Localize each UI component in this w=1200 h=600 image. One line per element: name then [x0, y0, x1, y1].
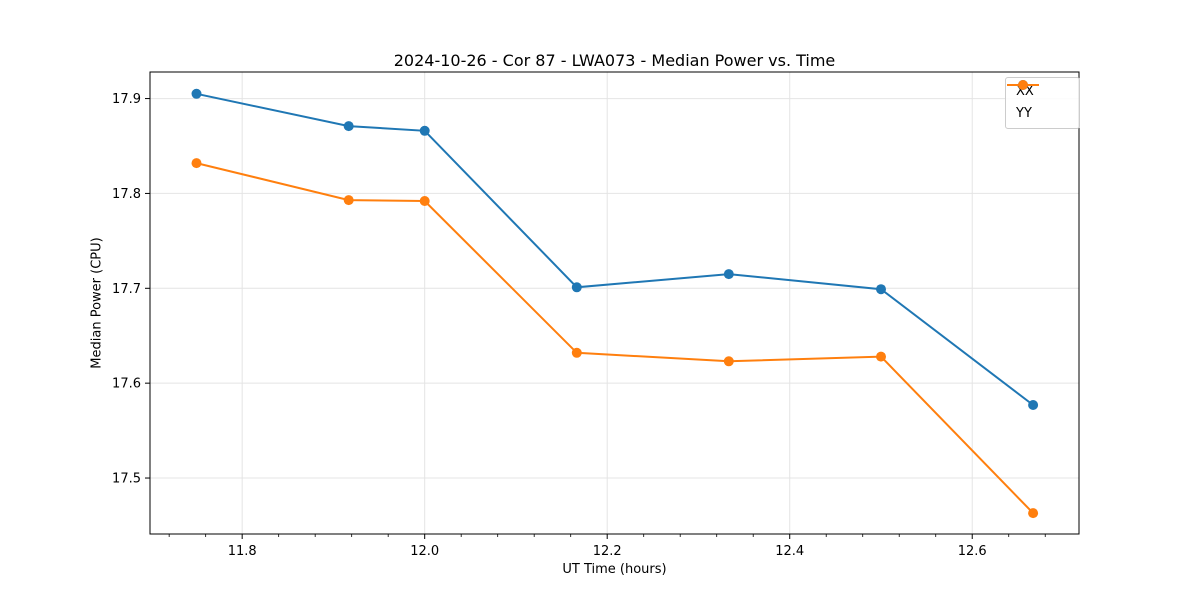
series-line — [196, 92, 1034, 406]
y-tick-label: 17.7 — [112, 282, 141, 297]
legend-entry: YY — [1007, 80, 1073, 125]
data-point-marker — [343, 195, 354, 206]
x-tick-label: 12.2 — [593, 544, 622, 559]
data-point-marker — [723, 269, 734, 280]
x-axis-label: UT Time (hours) — [562, 562, 667, 577]
series-line — [196, 162, 1034, 514]
chart-title: 2024-10-26 - Cor 87 - LWA073 - Median Po… — [393, 51, 836, 70]
data-point-marker — [419, 125, 430, 136]
tick-labels: 11.8 12.0 12.2 12.4 12.6 17.5 17.6 17.7 17.8 17.9 — [112, 92, 987, 559]
data-point-marker — [343, 121, 354, 132]
y-tick-label: 17.6 — [112, 377, 141, 392]
x-tick-label: 12.6 — [958, 544, 987, 559]
legend-label: YY — [1016, 106, 1032, 121]
major-ticks — [145, 98, 973, 539]
y-axis-label: Median Power (CPU) — [89, 237, 105, 369]
x-tick-label: 12.4 — [775, 544, 804, 559]
legend-marker-icon — [1018, 80, 1028, 90]
legend-sample — [1007, 80, 1039, 90]
y-tick-label: 17.8 — [112, 187, 141, 202]
data-point-marker — [191, 158, 202, 169]
data-point-marker — [1028, 508, 1039, 519]
data-point-marker — [191, 88, 202, 99]
x-tick-label: 12.0 — [410, 544, 439, 559]
y-tick-label: 17.5 — [112, 472, 141, 487]
minor-ticks — [168, 534, 1046, 537]
data-point-marker — [571, 282, 582, 293]
data-point-marker — [571, 347, 582, 358]
plot-border — [149, 71, 1080, 535]
y-tick-label: 17.9 — [112, 92, 141, 107]
data-point-marker — [419, 196, 430, 206]
data-point-marker — [876, 284, 886, 295]
legend: XX YY — [1005, 77, 1080, 129]
data-point-marker — [723, 356, 734, 367]
data-point-marker — [876, 351, 886, 362]
series-XX — [191, 88, 1039, 410]
x-tick-label: 11.8 — [228, 544, 257, 559]
gridlines — [150, 72, 1079, 534]
series-YY — [191, 158, 1039, 519]
data-point-marker — [1028, 400, 1039, 410]
